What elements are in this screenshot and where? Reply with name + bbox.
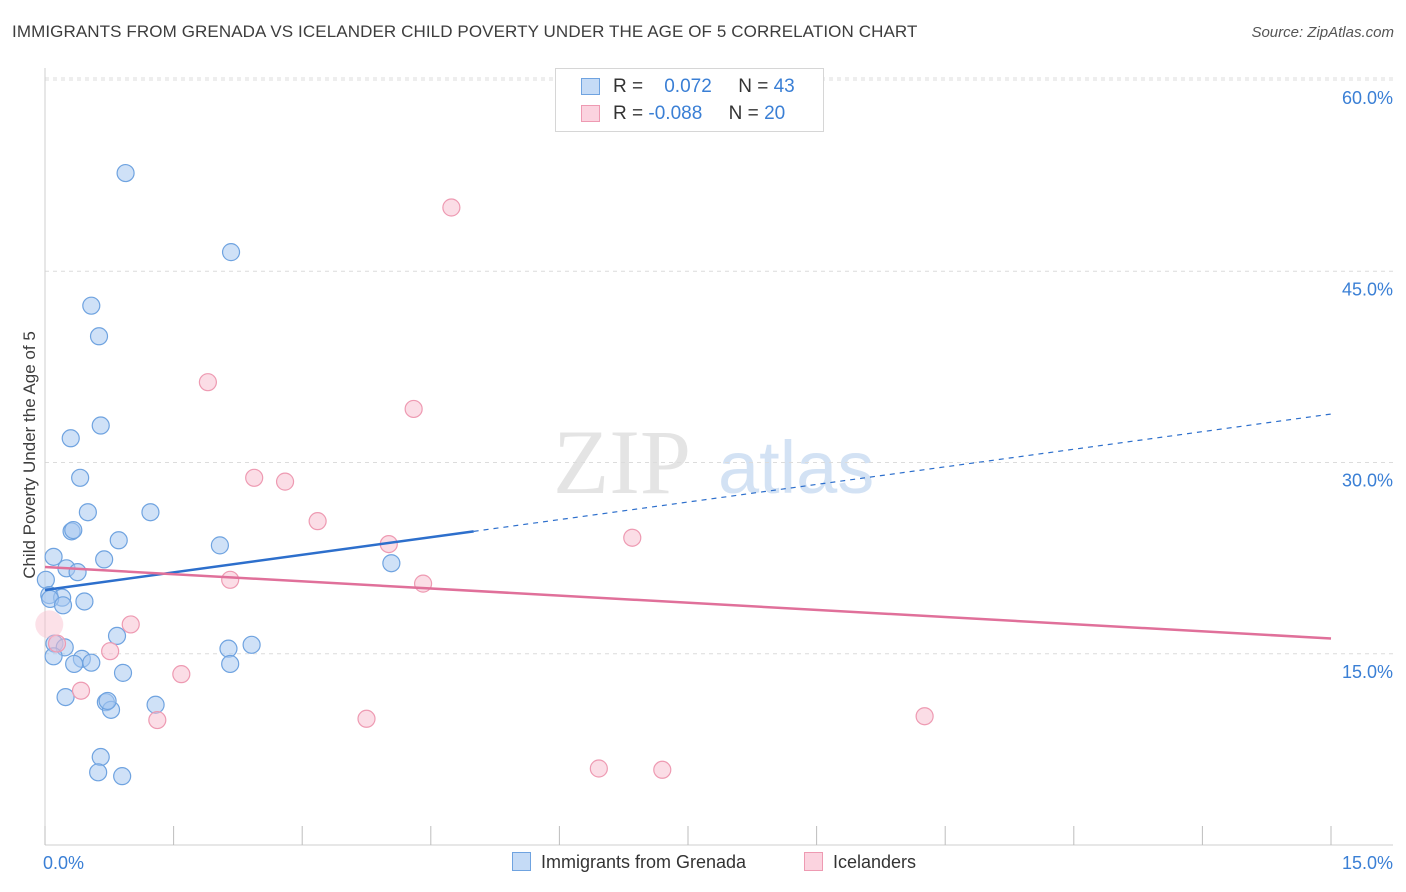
data-point-icelanders (121, 615, 140, 634)
data-point-grenada (91, 747, 110, 767)
data-point-grenada (53, 596, 73, 615)
data-point-icelanders (357, 709, 376, 728)
data-point-icelanders (442, 198, 461, 217)
data-point-grenada (242, 635, 261, 654)
data-point-grenada (44, 547, 63, 566)
data-point-grenada (382, 554, 401, 573)
data-point-icelanders (308, 512, 327, 531)
data-point-grenada (36, 570, 55, 589)
trend-line-grenada (44, 530, 474, 592)
grid (45, 77, 1393, 655)
data-point-grenada (141, 503, 160, 522)
data-point-grenada (98, 691, 117, 711)
data-point-icelanders (245, 468, 264, 487)
bottom-legend-swatch-grenada (512, 852, 531, 871)
trend-line-grenada-extension (473, 413, 1332, 532)
data-point-grenada (146, 695, 165, 714)
data-point-grenada (64, 520, 83, 540)
data-point-icelanders (172, 665, 191, 684)
x-tick-label: 0.0% (43, 853, 84, 873)
legend-r-label: R = (613, 103, 644, 124)
legend-n-value: 20 (764, 103, 786, 124)
data-point-grenada (210, 536, 229, 555)
legend-swatch-icelanders (581, 105, 600, 122)
bottom-legend-swatch-icelanders (804, 852, 823, 871)
source-label: Source: ZipAtlas.com (1251, 24, 1394, 41)
data-point-icelanders (198, 373, 217, 392)
watermark-atlas: atlas (718, 426, 874, 509)
data-point-grenada (113, 767, 132, 786)
data-point-icelanders (623, 528, 642, 547)
data-point-icelanders (404, 399, 423, 419)
data-point-grenada (109, 531, 128, 550)
chart-title: IMMIGRANTS FROM GRENADA VS ICELANDER CHI… (12, 22, 918, 41)
data-point-grenada (89, 763, 108, 782)
trend-line-icelanders (44, 565, 1332, 640)
data-point-icelanders (275, 472, 295, 491)
data-point-grenada (89, 327, 109, 346)
data-point-grenada (78, 503, 97, 522)
data-point-grenada (91, 416, 110, 435)
correlation-legend: R = 0.072 N = 43 R = -0.088 N = 20 (555, 68, 824, 132)
legend-r-label: R = (613, 76, 644, 97)
data-point-grenada (71, 468, 90, 487)
data-point-grenada (113, 663, 133, 682)
data-point-grenada (68, 563, 87, 582)
bottom-legend-grenada: Immigrants from Grenada (512, 852, 746, 873)
watermark: ZIP atlas (553, 411, 874, 513)
data-point-grenada (221, 243, 241, 262)
legend-n-value: 43 (773, 76, 795, 97)
data-point-icelanders (47, 634, 67, 653)
bottom-legend-icelanders: Icelanders (804, 852, 916, 873)
data-point-icelanders (221, 570, 240, 589)
data-point-grenada (219, 639, 238, 658)
data-point-icelanders (915, 707, 934, 726)
bottom-legend-label-grenada: Immigrants from Grenada (541, 852, 747, 872)
data-point-grenada (82, 653, 101, 672)
data-point-grenada (107, 626, 127, 646)
data-point-grenada (75, 592, 94, 611)
series-icelanders-points (35, 198, 934, 779)
axes (44, 68, 1393, 846)
data-point-grenada (116, 163, 135, 183)
x-tick-label: 15.0% (1342, 853, 1393, 873)
data-point-grenada (56, 687, 75, 707)
data-point-icelanders (71, 681, 91, 700)
data-point-grenada (65, 654, 84, 674)
data-point-icelanders (653, 760, 672, 779)
legend-r-value: -0.088 (648, 103, 703, 124)
data-point-icelanders (101, 642, 120, 661)
data-point-icelanders (589, 759, 608, 778)
data-point-grenada (95, 550, 114, 569)
data-point-icelanders (148, 710, 167, 730)
legend-n-label: N = (728, 103, 759, 124)
data-point-grenada (221, 654, 240, 674)
y-tick-label: 60.0% (1342, 88, 1393, 108)
data-point-grenada (61, 429, 80, 448)
y-tick-label: 15.0% (1342, 662, 1393, 682)
data-point-icelanders-cluster (35, 610, 64, 639)
y-tick-label: 30.0% (1342, 471, 1393, 491)
legend-n-label: N = (738, 76, 769, 97)
series-grenada-points (36, 163, 401, 786)
y-tick-label: 45.0% (1342, 279, 1393, 299)
tick-labels: 15.0% 30.0% 45.0% 60.0% 0.0% 15.0% (43, 88, 1393, 873)
trend-lines (44, 413, 1332, 640)
legend-r-value: 0.072 (664, 76, 712, 97)
legend-swatch-grenada (581, 78, 600, 95)
data-point-grenada (82, 296, 101, 315)
bottom-legend-label-icelanders: Icelanders (833, 852, 917, 872)
